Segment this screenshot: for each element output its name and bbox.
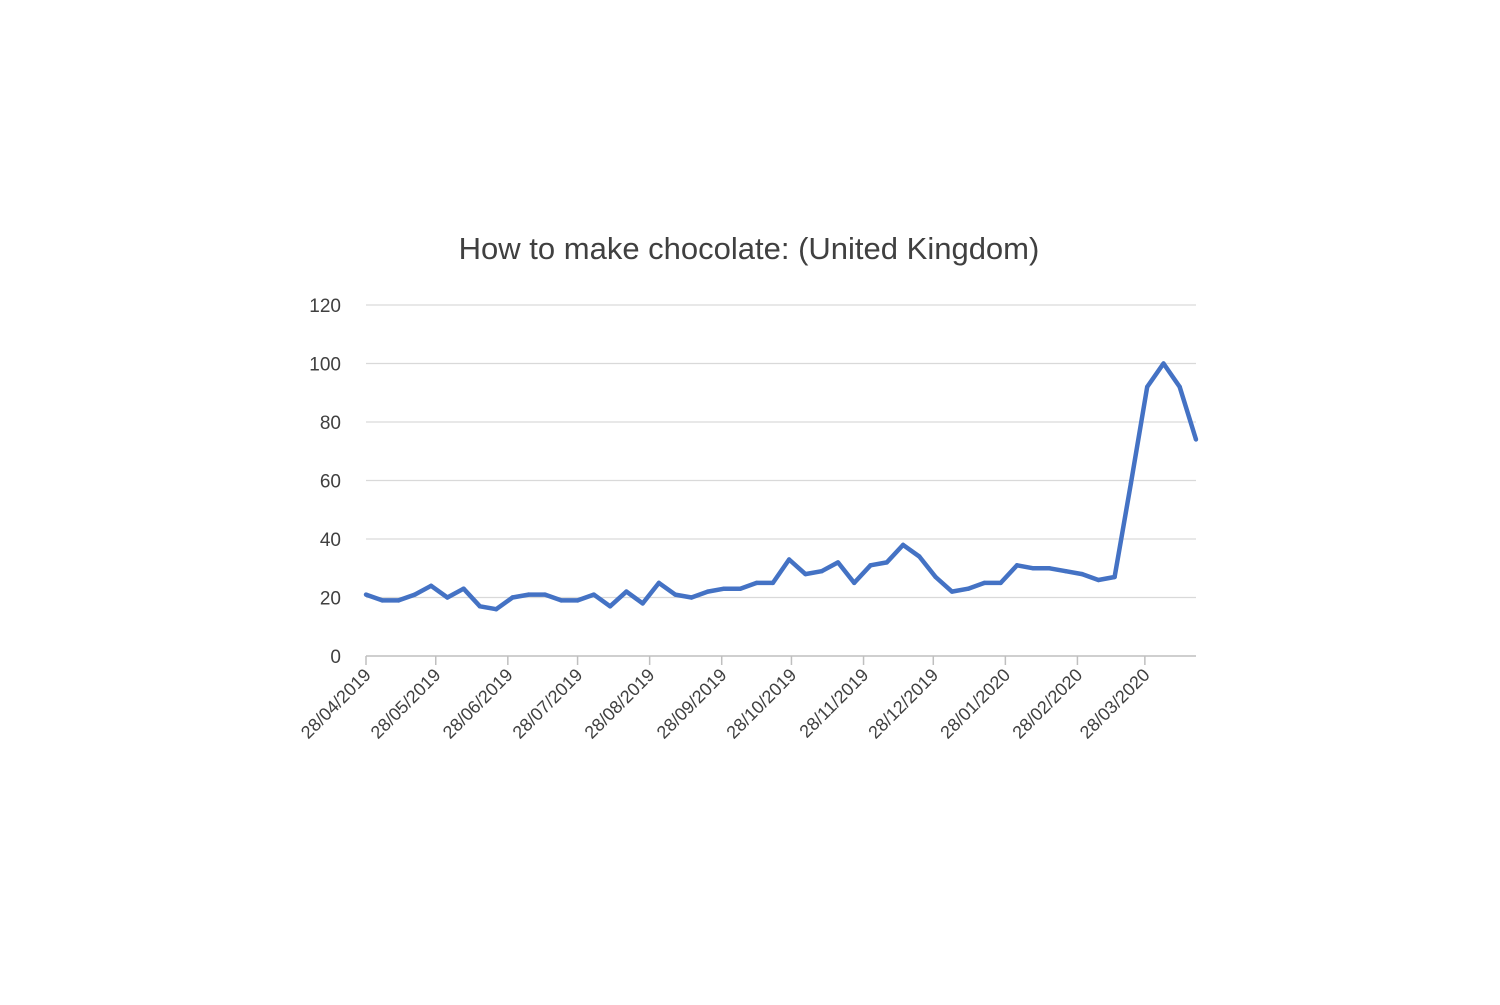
data-point — [510, 595, 515, 600]
data-point — [900, 542, 906, 548]
series-line-0 — [365, 361, 1199, 612]
data-point — [1145, 384, 1150, 390]
data-point — [477, 604, 483, 609]
data-point — [998, 580, 1003, 586]
data-point — [1047, 566, 1052, 571]
data-point — [656, 580, 662, 586]
data-point — [852, 580, 857, 586]
series-layer — [363, 361, 1199, 612]
x-tick-label: 28/09/2019 — [653, 665, 731, 743]
data-point — [396, 598, 401, 603]
data-point — [738, 586, 743, 591]
data-point — [966, 586, 971, 591]
data-point — [494, 607, 499, 612]
data-point — [884, 560, 889, 565]
y-tick-label: 120 — [309, 296, 341, 317]
x-tick-label: 28/01/2020 — [936, 665, 1014, 743]
data-point — [607, 604, 613, 609]
data-point — [1063, 569, 1069, 574]
x-tick-label: 28/02/2020 — [1008, 665, 1086, 743]
x-tick-label: 28/11/2019 — [795, 665, 872, 742]
chart-title: How to make chocolate: (United Kingdom) — [459, 231, 1040, 266]
y-tick-label: 100 — [309, 355, 341, 376]
data-point — [770, 580, 776, 586]
data-point — [754, 580, 759, 586]
data-point — [1112, 574, 1117, 580]
x-tick-label: 28/05/2019 — [367, 665, 445, 743]
y-tick-label: 0 — [330, 647, 341, 668]
data-point — [868, 563, 873, 568]
data-point — [1128, 481, 1134, 486]
data-point — [1031, 566, 1036, 571]
data-point — [1014, 563, 1020, 568]
gridlines — [366, 304, 1196, 599]
data-point — [575, 598, 580, 603]
data-point — [819, 569, 824, 574]
x-tick-label: 28/12/2019 — [864, 665, 942, 743]
data-point — [721, 586, 727, 591]
y-tick-label: 20 — [320, 589, 341, 610]
y-tick-label: 80 — [320, 413, 341, 434]
data-point — [640, 601, 645, 606]
x-tick-label: 28/06/2019 — [439, 665, 517, 743]
data-point — [917, 554, 922, 559]
data-point — [705, 589, 710, 594]
data-point — [542, 592, 548, 597]
data-point — [803, 571, 808, 577]
x-tick-label: 28/03/2020 — [1076, 665, 1154, 743]
data-point — [1096, 577, 1101, 583]
data-point — [949, 589, 955, 594]
data-point — [933, 574, 938, 580]
data-point — [1079, 571, 1085, 577]
data-point — [412, 592, 417, 597]
data-point — [786, 557, 792, 562]
x-tick-label: 28/07/2019 — [509, 665, 587, 743]
data-point — [461, 586, 466, 591]
data-point — [689, 595, 694, 600]
data-point — [982, 580, 987, 586]
x-tick-label: 28/04/2019 — [297, 665, 375, 743]
data-point — [445, 595, 450, 600]
data-point — [624, 589, 629, 594]
x-tick-label: 28/08/2019 — [581, 665, 659, 743]
x-tick-label: 28/10/2019 — [722, 665, 800, 743]
x-axis — [365, 655, 1196, 665]
data-point — [363, 592, 369, 597]
data-point — [380, 598, 385, 603]
y-axis-tick-labels: 0 20 40 60 80 100 120 — [309, 296, 341, 668]
data-point — [1177, 384, 1182, 390]
data-point — [428, 583, 434, 588]
y-tick-label: 60 — [320, 472, 341, 493]
x-axis-tick-labels: 28/04/201928/05/201928/06/201928/07/2019… — [297, 665, 1154, 743]
y-tick-label: 40 — [320, 530, 341, 551]
data-point — [526, 592, 531, 597]
data-point — [673, 592, 678, 597]
data-point — [1161, 361, 1166, 366]
data-point — [559, 598, 564, 603]
data-point — [835, 560, 841, 565]
data-point — [1193, 437, 1199, 442]
data-point — [591, 592, 596, 597]
